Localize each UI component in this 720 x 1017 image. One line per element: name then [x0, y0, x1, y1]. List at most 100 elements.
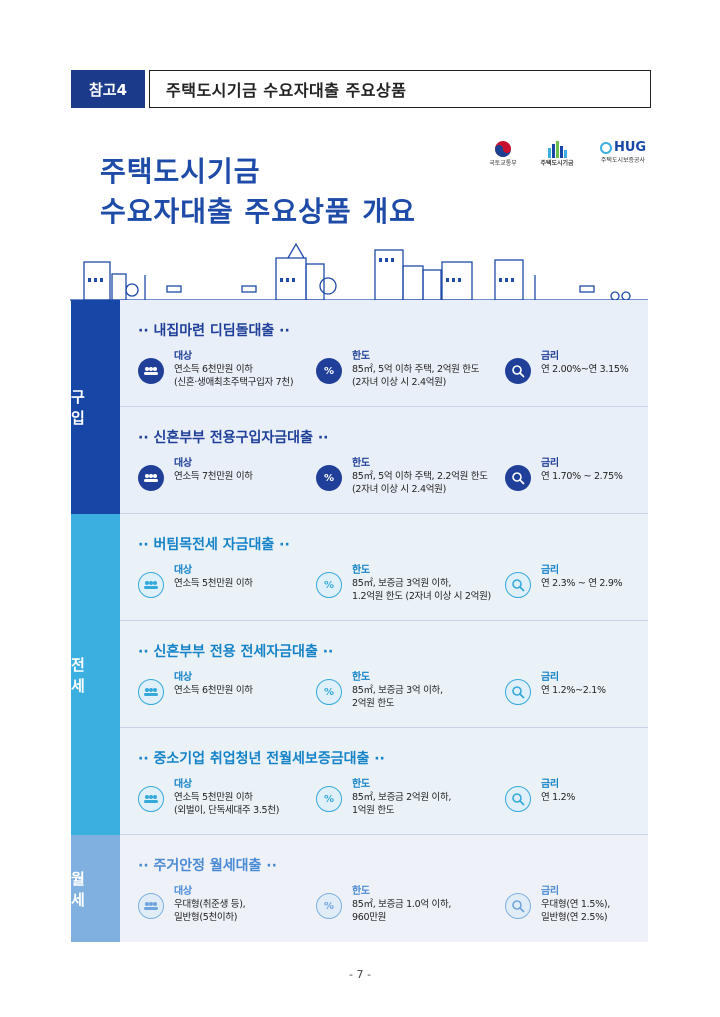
product-title: ·· 주거안정 월세대출 ·· — [138, 858, 277, 874]
rate-cell: 금리 연 1.2%~2.1% — [505, 671, 606, 705]
limit-line: 85㎡, 5억 이하 주택, 2억원 한도 — [352, 364, 480, 375]
rate-line: 연 2.00%~연 3.15% — [541, 364, 629, 375]
rate-line: 연 1.70% ~ 2.75% — [541, 471, 623, 482]
rate-line: 연 1.2%~2.1% — [541, 685, 606, 696]
product-row: ·· 중소기업 취업청년 전월세보증금대출 ·· 대상 연소득 5천만원 이하 (외… — [120, 728, 648, 835]
target-line: 우대형(취준생 등), — [174, 899, 246, 910]
limit-cell: % 한도 85㎡, 5억 이하 주택, 2억원 한도 (2자녀 이상 시 2.4억원… — [316, 350, 479, 389]
percent-icon: % — [316, 786, 342, 812]
magnifier-won-icon — [505, 786, 531, 812]
reference-header: 참고4 주택도시기금 수요자대출 주요상품 — [71, 70, 651, 108]
percent-icon: % — [316, 893, 342, 919]
hf-logo-text: 주택도시기금 — [540, 160, 574, 167]
group-label-purchase: 구 입 — [71, 300, 120, 514]
taegeuk-icon — [495, 141, 511, 157]
limit-line: 85㎡, 5억 이하 주택, 2.2억원 한도 — [352, 471, 488, 482]
rate-cell: 금리 연 2.00%~연 3.15% — [505, 350, 629, 384]
limit-cell: % 한도 85㎡, 보증금 1.0억 이하, 960만원 — [316, 885, 451, 924]
people-icon — [138, 465, 164, 491]
magnifier-won-icon — [505, 465, 531, 491]
rate-cell: 금리 연 1.2% — [505, 778, 575, 812]
rate-line: 일반형(연 2.5%) — [541, 912, 608, 923]
group-purchase: 구 입 ·· 내집마련 디딤돌대출 ·· 대상 연소득 6천만원 이하 (신혼·생애… — [71, 300, 648, 514]
limit-label: 한도 — [352, 351, 370, 362]
limit-line: 1억원 한도 — [352, 805, 395, 816]
limit-line: 85㎡, 보증금 3억원 이하, — [352, 578, 452, 589]
magnifier-won-icon — [505, 572, 531, 598]
rate-label: 금리 — [541, 779, 559, 790]
rate-label: 금리 — [541, 565, 559, 576]
target-label: 대상 — [174, 458, 192, 469]
main-title-line1: 주택도시기금 — [100, 155, 261, 188]
limit-cell: % 한도 85㎡, 보증금 3억원 이하, 1.2억원 한도 (2자녀 이상 시 2… — [316, 564, 491, 603]
product-row: ·· 내집마련 디딤돌대출 ·· 대상 연소득 6천만원 이하 (신혼·생애최초주택… — [120, 300, 648, 407]
limit-line: (2자녀 이상 시 2.4억원) — [352, 377, 447, 388]
product-title: ·· 신혼부부 전용 전세자금대출 ·· — [138, 644, 334, 660]
rate-line: 우대형(연 1.5%), — [541, 899, 610, 910]
limit-label: 한도 — [352, 672, 370, 683]
page-number: - 7 - — [349, 968, 371, 981]
magnifier-won-icon — [505, 893, 531, 919]
limit-cell: % 한도 85㎡, 보증금 3억 이하, 2억원 한도 — [316, 671, 443, 710]
reference-tag: 참고4 — [71, 70, 145, 108]
target-label: 대상 — [174, 886, 192, 897]
people-icon — [138, 786, 164, 812]
limit-line: 85㎡, 보증금 3억 이하, — [352, 685, 443, 696]
hug-swirl-icon — [599, 141, 612, 154]
magnifier-won-icon — [505, 679, 531, 705]
hug-logo-subtext: 주택도시보증공사 — [600, 157, 646, 164]
people-icon — [138, 358, 164, 384]
limit-line: (2자녀 이상 시 2.4억원) — [352, 484, 447, 495]
target-line: 연소득 7천만원 이하 — [174, 471, 253, 482]
limit-line: 85㎡, 보증금 1.0억 이하, — [352, 899, 452, 910]
product-title: ·· 내집마련 디딤돌대출 ·· — [138, 323, 290, 339]
product-title: ·· 중소기업 취업청년 전월세보증금대출 ·· — [138, 751, 385, 767]
limit-label: 한도 — [352, 458, 370, 469]
target-line: 연소득 6천만원 이하 — [174, 685, 253, 696]
limit-label: 한도 — [352, 886, 370, 897]
limit-label: 한도 — [352, 565, 370, 576]
target-line: 일반형(5천이하) — [174, 912, 238, 923]
rate-label: 금리 — [541, 458, 559, 469]
target-line: 연소득 5천만원 이하 — [174, 792, 253, 803]
rate-label: 금리 — [541, 886, 559, 897]
people-icon — [138, 893, 164, 919]
target-line: 연소득 6천만원 이하 — [174, 364, 253, 375]
molit-logo: 국토교통부 — [485, 140, 521, 167]
percent-icon: % — [316, 679, 342, 705]
group-monthly-rent: 월 세 ·· 주거안정 월세대출 ·· 대상 우대형(취준생 등), 일반형(5천이… — [71, 835, 648, 942]
magnifier-won-icon — [505, 358, 531, 384]
product-title: ·· 신혼부부 전용구입자금대출 ·· — [138, 430, 329, 446]
building-bars-icon — [548, 141, 567, 158]
group-label-jeonse: 전 세 — [71, 514, 120, 835]
loan-product-table: 구 입 ·· 내집마련 디딤돌대출 ·· 대상 연소득 6천만원 이하 (신혼·생애… — [71, 300, 648, 942]
rate-line: 연 2.3% ~ 연 2.9% — [541, 578, 623, 589]
target-label: 대상 — [174, 565, 192, 576]
percent-icon: % — [316, 358, 342, 384]
target-label: 대상 — [174, 672, 192, 683]
city-skyline-illustration — [70, 242, 648, 301]
people-icon — [138, 679, 164, 705]
group-jeonse: 전 세 ·· 버팀목전세 자금대출 ·· 대상 연소득 5천만원 이하 % 한도 8… — [71, 514, 648, 835]
target-line: 연소득 5천만원 이하 — [174, 578, 253, 589]
product-title: ·· 버팀목전세 자금대출 ·· — [138, 537, 290, 553]
limit-line: 85㎡, 보증금 2억원 이하, — [352, 792, 452, 803]
limit-label: 한도 — [352, 779, 370, 790]
target-label: 대상 — [174, 351, 192, 362]
reference-title: 주택도시기금 수요자대출 주요상품 — [149, 70, 651, 108]
percent-icon: % — [316, 465, 342, 491]
molit-logo-text: 국토교통부 — [489, 160, 517, 167]
target-line: (외벌이, 단독세대주 3.5천) — [174, 805, 280, 816]
target-cell: 대상 연소득 6천만원 이하 (신혼·생애최초주택구입자 7천) — [138, 350, 294, 389]
percent-icon: % — [316, 572, 342, 598]
